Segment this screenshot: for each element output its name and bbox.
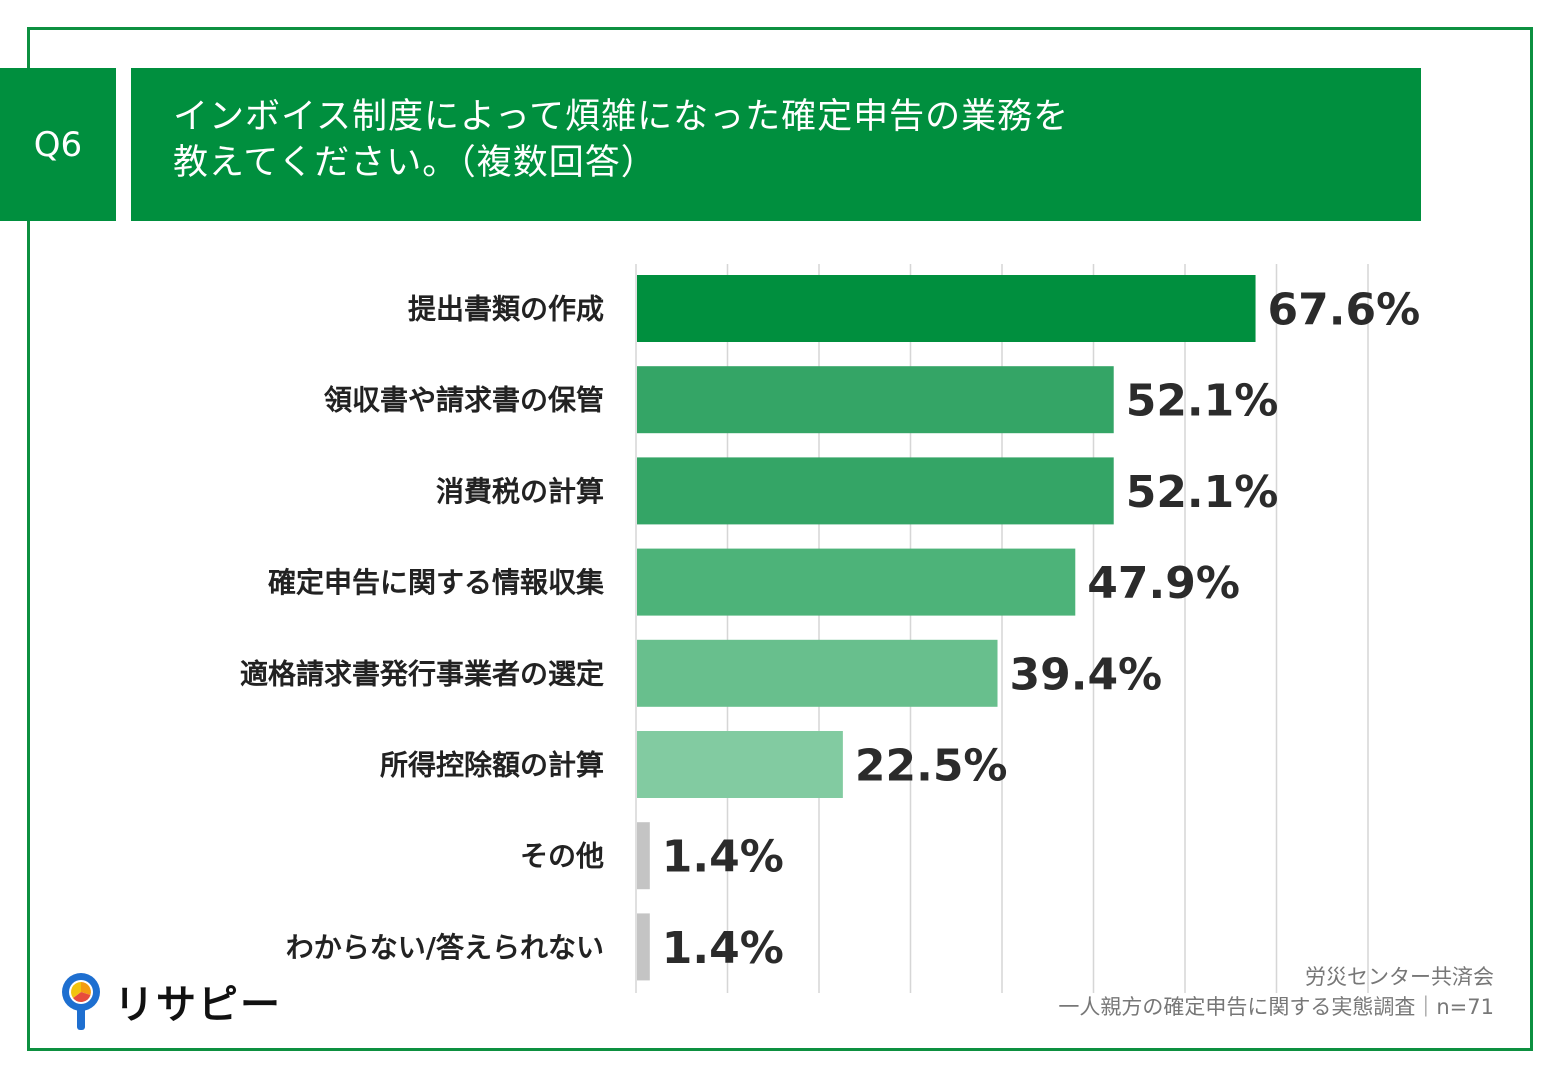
category-labels: 提出書類の作成領収書や請求書の保管消費税の計算確定申告に関する情報収集適格請求書… bbox=[240, 293, 604, 964]
value-label: 39.4% bbox=[1010, 649, 1163, 700]
category-label: 提出書類の作成 bbox=[408, 293, 604, 326]
location-pin-icon bbox=[62, 973, 100, 1030]
bar bbox=[637, 639, 998, 707]
value-label: 52.1% bbox=[1126, 467, 1279, 518]
category-label: 領収書や請求書の保管 bbox=[324, 384, 604, 417]
value-label: 67.6% bbox=[1268, 285, 1421, 336]
bar bbox=[637, 822, 650, 890]
bar bbox=[637, 548, 1076, 616]
question-number: Q6 bbox=[0, 68, 116, 221]
bar bbox=[637, 457, 1114, 525]
logo: リサピー bbox=[58, 970, 282, 1032]
value-label: 52.1% bbox=[1126, 376, 1279, 427]
source-line-2: 一人親方の確定申告に関する実態調査｜n=71 bbox=[1058, 995, 1494, 1019]
category-label: 確定申告に関する情報収集 bbox=[268, 566, 604, 599]
chart-frame bbox=[27, 27, 1533, 1051]
value-label: 47.9% bbox=[1087, 558, 1240, 609]
source-line-1: 労災センター共済会 bbox=[1305, 965, 1494, 989]
value-labels: 67.6% 52.1% 52.1% 47.9% 39.4%22.5% 1.4% 1.4% bbox=[662, 285, 1420, 974]
question-title-line-1: インボイス制度によって煩雑になった確定申告の業務を bbox=[173, 97, 1070, 137]
category-label: 適格請求書発行事業者の選定 bbox=[240, 657, 604, 690]
category-label: 消費税の計算 bbox=[436, 475, 604, 508]
value-label: 1.4% bbox=[662, 923, 784, 974]
source-note: 労災センター共済会 一人親方の確定申告に関する実態調査｜n=71 bbox=[1058, 962, 1494, 1022]
question-title: インボイス制度によって煩雑になった確定申告の業務を 教えてください。（複数回答） bbox=[131, 68, 1421, 221]
value-label: 1.4% bbox=[662, 832, 784, 883]
logo-text: リサピー bbox=[114, 982, 282, 1028]
category-label: 所得控除額の計算 bbox=[380, 749, 604, 782]
value-label: 22.5% bbox=[855, 741, 1008, 792]
category-label: その他 bbox=[520, 840, 604, 873]
question-title-line-2: 教えてください。（複数回答） bbox=[173, 143, 657, 183]
bar bbox=[637, 275, 1256, 342]
bar bbox=[637, 366, 1114, 434]
bar bbox=[637, 731, 843, 798]
category-label: わからない/答えられない bbox=[286, 931, 604, 964]
bar bbox=[637, 913, 650, 981]
bars bbox=[637, 275, 1256, 981]
